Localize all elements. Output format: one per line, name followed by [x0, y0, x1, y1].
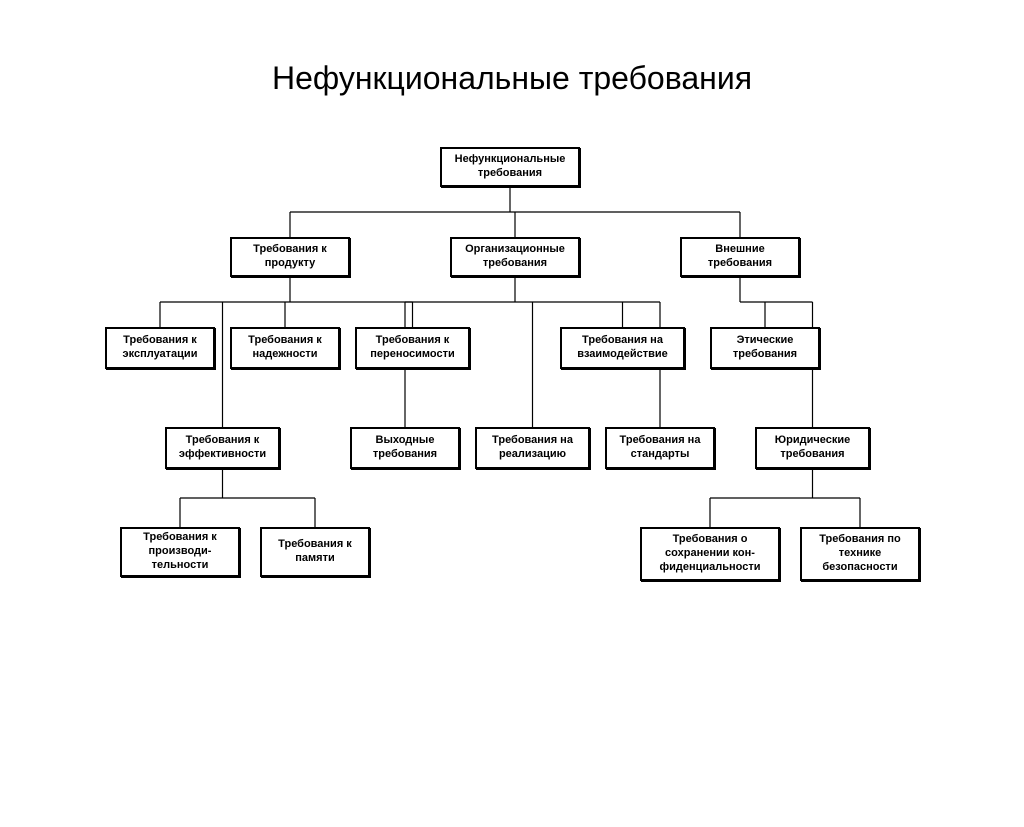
- node-ext: Внешние требования: [680, 237, 800, 277]
- node-ethic: Этические требования: [710, 327, 820, 369]
- page-title: Нефункциональные требования: [0, 60, 1024, 97]
- node-impl: Требования на реализацию: [475, 427, 590, 469]
- node-std: Требования на стандарты: [605, 427, 715, 469]
- node-interop: Требования на взаимодействие: [560, 327, 685, 369]
- node-legal: Юридические требования: [755, 427, 870, 469]
- node-reliab: Требования к надежности: [230, 327, 340, 369]
- node-safety: Требования по технике безопасности: [800, 527, 920, 581]
- node-outreq: Выходные требования: [350, 427, 460, 469]
- node-conf: Требования о сохранении кон- фиденциальн…: [640, 527, 780, 581]
- node-mem: Требования к памяти: [260, 527, 370, 577]
- node-prod: Требования к продукту: [230, 237, 350, 277]
- hierarchy-diagram: Нефункциональные требования Требования к …: [0, 137, 1024, 697]
- node-org: Организационные требования: [450, 237, 580, 277]
- node-root: Нефункциональные требования: [440, 147, 580, 187]
- node-expl: Требования к эксплуатации: [105, 327, 215, 369]
- node-port: Требования к переносимости: [355, 327, 470, 369]
- connectors-layer: [0, 137, 1024, 697]
- node-eff: Требования к эффективности: [165, 427, 280, 469]
- node-perf: Требования к производи- тельности: [120, 527, 240, 577]
